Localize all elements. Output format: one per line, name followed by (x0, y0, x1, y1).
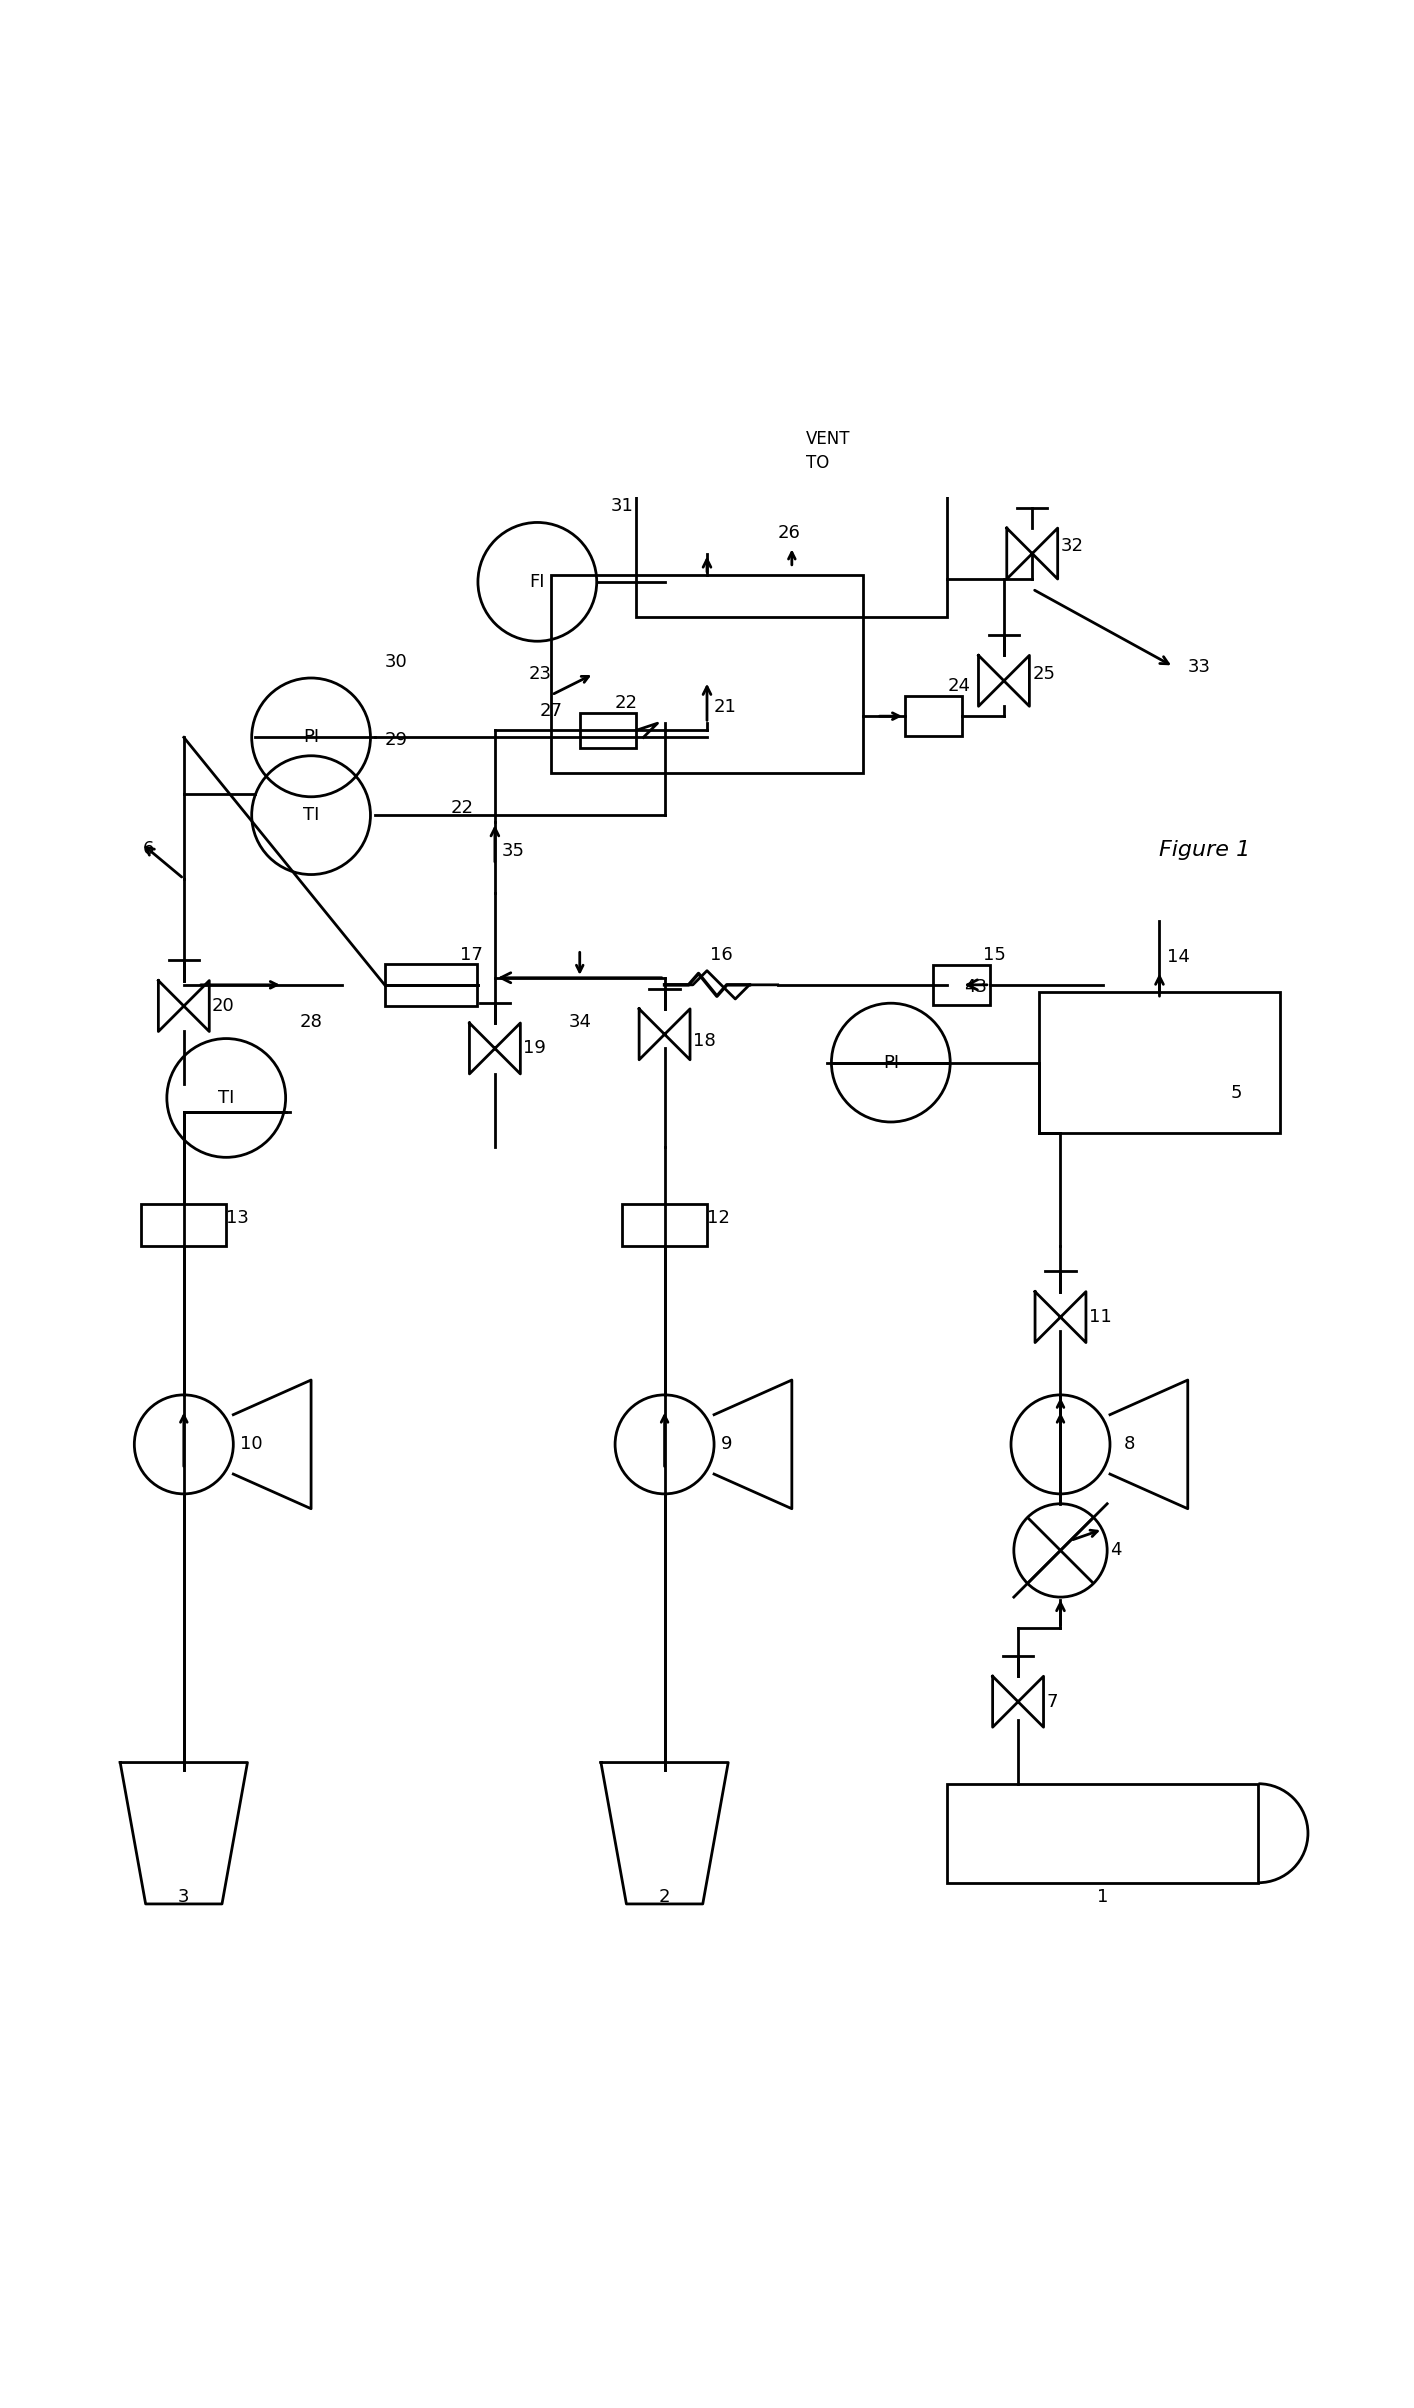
Text: 22: 22 (451, 799, 474, 816)
Text: 9: 9 (721, 1435, 732, 1454)
Text: 28: 28 (300, 1014, 322, 1031)
Text: 17: 17 (460, 946, 482, 963)
Text: 3: 3 (178, 1888, 189, 1905)
Text: 18: 18 (693, 1033, 715, 1050)
Bar (933, 966, 990, 1004)
Bar (141, 1204, 226, 1247)
Text: TI: TI (218, 1088, 235, 1108)
Bar (947, 1784, 1258, 1883)
Text: 32: 32 (1060, 537, 1083, 556)
Text: 14: 14 (1167, 949, 1189, 966)
Text: 16: 16 (710, 946, 732, 963)
Text: 33: 33 (1188, 657, 1210, 677)
Bar (580, 713, 636, 749)
Text: 13: 13 (226, 1209, 249, 1228)
Text: 6: 6 (143, 840, 154, 857)
Text: 1: 1 (1097, 1888, 1109, 1905)
Text: 12: 12 (707, 1209, 730, 1228)
Text: 8: 8 (1124, 1435, 1135, 1454)
Text: 29: 29 (385, 730, 407, 749)
Bar (551, 576, 863, 773)
Text: 26: 26 (778, 525, 800, 542)
Text: VENT: VENT (806, 429, 850, 448)
Text: 10: 10 (240, 1435, 263, 1454)
Text: 22: 22 (615, 694, 638, 713)
Text: 43: 43 (964, 978, 987, 997)
Text: 2: 2 (659, 1888, 670, 1905)
Text: Figure 1: Figure 1 (1159, 840, 1251, 860)
Bar (622, 1204, 707, 1247)
Bar (905, 696, 962, 737)
Text: 35: 35 (502, 840, 525, 860)
Text: 19: 19 (523, 1040, 546, 1057)
Text: 11: 11 (1089, 1308, 1111, 1327)
Bar (1039, 992, 1280, 1134)
Text: 15: 15 (983, 946, 1005, 963)
Text: 23: 23 (529, 665, 551, 684)
Text: PI: PI (303, 727, 320, 746)
Text: 25: 25 (1032, 665, 1055, 684)
Text: FI: FI (530, 573, 544, 590)
Text: 21: 21 (714, 698, 737, 715)
Text: TI: TI (303, 807, 320, 824)
Text: 7: 7 (1046, 1693, 1058, 1710)
Text: 5: 5 (1230, 1084, 1241, 1103)
Text: 24: 24 (947, 677, 970, 696)
Text: TO: TO (806, 453, 829, 472)
Text: 31: 31 (611, 498, 633, 515)
Text: 27: 27 (540, 703, 563, 720)
Text: 30: 30 (385, 653, 407, 672)
Text: PI: PI (882, 1055, 899, 1072)
Text: 20: 20 (212, 997, 235, 1016)
Bar (385, 963, 477, 1007)
Text: 34: 34 (568, 1014, 591, 1031)
Text: 4: 4 (1110, 1541, 1121, 1560)
Bar (636, 489, 947, 616)
